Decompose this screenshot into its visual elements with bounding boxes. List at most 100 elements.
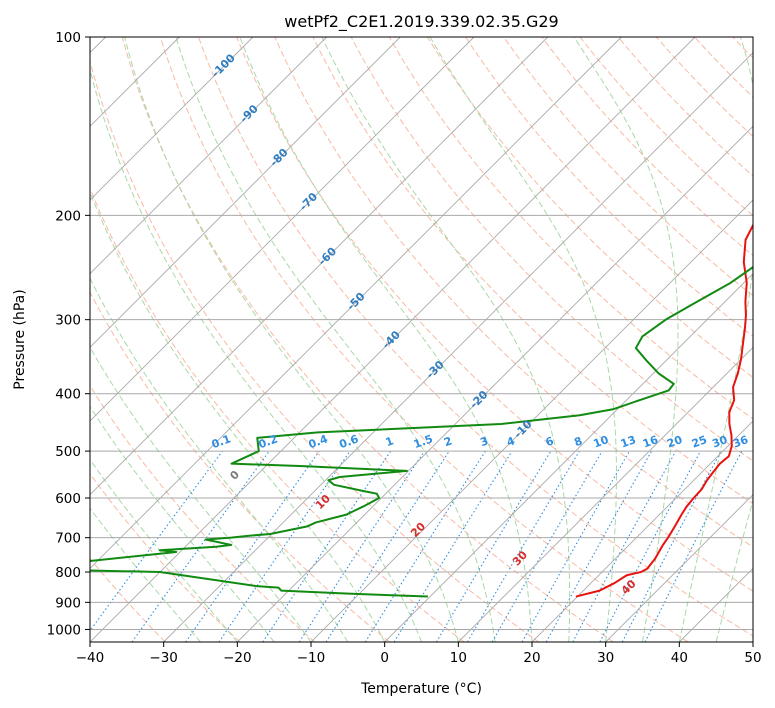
mixing-ratio-label: 13 (619, 433, 638, 450)
dry-adiabat (90, 59, 540, 642)
dry-adiabat (159, 37, 689, 642)
dry-adiabat (90, 472, 241, 642)
mixing-ratio-line (572, 450, 677, 642)
dry-adiabat (350, 37, 753, 462)
moist-adiabat (90, 67, 422, 642)
mixing-ratio-line (218, 450, 351, 642)
moist-adiabat (239, 37, 533, 642)
moist-adiabat (124, 37, 459, 642)
mixing-ratio-label: 3 (478, 434, 490, 449)
mixing-ratio-line (262, 450, 392, 642)
x-tick-label: 10 (450, 650, 467, 666)
isotherm-line (90, 37, 548, 496)
moist-adiabat (573, 37, 679, 642)
mixing-ratio-line (298, 450, 425, 642)
y-tick-label: 600 (55, 491, 81, 507)
mixing-ratio-label: 8 (572, 434, 584, 449)
dry-adiabat (465, 37, 753, 337)
y-axis-label: Pressure (hPa) (12, 289, 28, 389)
y-tick-label: 200 (55, 208, 81, 224)
isotherm-line (237, 125, 753, 642)
isotherm-line (90, 37, 475, 422)
dry-adiabat (121, 37, 614, 642)
mixing-ratio-line (131, 450, 270, 642)
plot-frame (89, 36, 754, 643)
dry-adiabat (236, 37, 753, 592)
mixing-ratio-label: 0.2 (257, 432, 280, 451)
x-tick-label: 50 (744, 650, 761, 666)
mixing-ratio-label: 16 (641, 433, 660, 451)
mixing-ratio-line (393, 450, 513, 642)
isotherm-line (163, 52, 753, 642)
mixing-ratio-label: 25 (690, 433, 709, 450)
moist-adiabat (90, 458, 238, 642)
x-tick-label: −30 (149, 650, 178, 666)
mixing-ratio-line (90, 450, 223, 632)
y-tick-label: 900 (55, 595, 81, 611)
moist-adiabat (90, 507, 201, 642)
isotherm-line (90, 37, 254, 201)
isotherm-line (384, 273, 753, 642)
x-tick-label: −20 (223, 650, 252, 666)
isotherm-line (531, 420, 753, 642)
mixing-ratio-label: 10 (592, 433, 611, 451)
dry-adiabat (90, 557, 166, 642)
mixing-ratio-label: 6 (544, 434, 556, 449)
mixing-ratio-label: 2 (442, 434, 454, 449)
temperature-profile (575, 223, 753, 598)
x-tick-label: −40 (76, 650, 105, 666)
mixing-ratio-line (545, 450, 653, 642)
y-tick-label: 800 (55, 565, 81, 581)
mixing-ratio-label: 1 (384, 434, 396, 449)
dewpoint-profile (90, 265, 753, 598)
moist-adiabat (429, 37, 617, 642)
mixing-ratio-label: 30 (710, 433, 729, 451)
isotherm-line (310, 199, 753, 642)
isotherm-line (90, 37, 622, 569)
dry-adiabat (90, 186, 465, 642)
x-tick-label: −10 (297, 650, 326, 666)
moist-adiabat (678, 37, 753, 642)
axis-ticks: −40 −30 −20 −10 0 10 20 30 40 5010020030040050060… (47, 30, 762, 666)
y-tick-label: 500 (55, 444, 81, 460)
moist-adiabat (175, 37, 496, 642)
dry-adiabat (90, 384, 316, 642)
isotherm-line (90, 37, 401, 348)
isotherm-line (90, 37, 696, 642)
x-axis-label: Temperature (°C) (360, 681, 482, 697)
mixing-ratio-label: 0.1 (210, 432, 233, 451)
dry-adiabat (312, 37, 753, 505)
moist-adiabat (90, 346, 312, 642)
mixing-ratio-label: 0.4 (307, 432, 330, 451)
mixing-ratio-label: 36 (731, 433, 750, 451)
moist-adiabat (90, 405, 275, 642)
mixing-ratio-label: 4 (505, 434, 517, 449)
x-tick-label: 20 (523, 650, 540, 666)
y-tick-label: 100 (55, 30, 81, 46)
isotherm-line (605, 494, 753, 642)
mixing-ratio-label: 0.6 (338, 432, 361, 451)
moist-adiabat (90, 190, 386, 642)
mixing-ratio-line (325, 450, 450, 642)
x-tick-label: 40 (671, 650, 688, 666)
moist-adiabat (90, 277, 349, 642)
x-tick-label: 0 (380, 650, 389, 666)
isotherm-line (458, 346, 753, 642)
dry-adiabat (90, 291, 390, 642)
dry-adiabat (388, 37, 753, 420)
dry-adiabat (503, 37, 753, 297)
mixing-ratio-line (644, 450, 743, 642)
y-tick-label: 400 (55, 387, 81, 403)
mixing-ratio-label: 1.5 (412, 432, 435, 451)
moist-adiabat (321, 37, 571, 642)
chart-title: wetPf2_C2E1.2019.339.02.35.G29 (284, 12, 558, 32)
y-tick-label: 700 (55, 531, 81, 547)
mixing-ratio-label: 20 (665, 433, 684, 451)
x-tick-label: 30 (597, 650, 614, 666)
isotherm-line (90, 37, 327, 275)
mixing-ratio-line (185, 450, 320, 642)
mixing-ratio-line (521, 450, 630, 642)
y-tick-label: 1000 (47, 622, 81, 638)
